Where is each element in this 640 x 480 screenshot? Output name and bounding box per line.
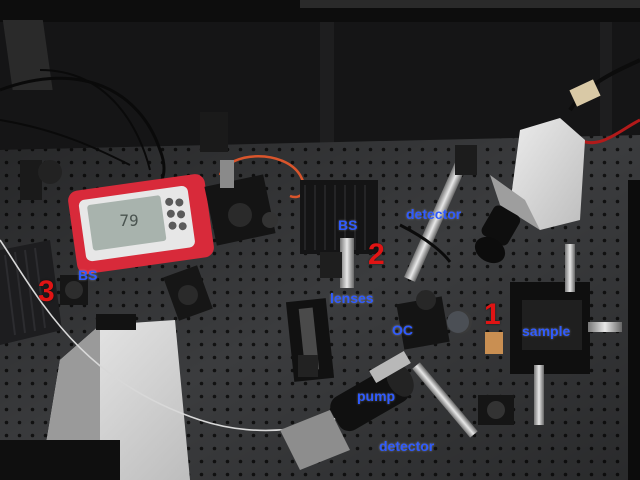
detector-bottom	[412, 362, 514, 438]
sample-stage	[485, 244, 622, 425]
detector-top	[399, 145, 477, 282]
bs-left-mount	[60, 275, 88, 305]
power-meter-display: 79	[119, 211, 139, 230]
label-number-3: 3	[38, 275, 55, 308]
label-lenses: lenses	[330, 290, 374, 306]
label-pump: pump	[357, 388, 396, 404]
label-sample: sample	[522, 323, 571, 339]
camera-module	[474, 118, 585, 264]
label-bs-left: BS	[78, 267, 98, 283]
power-meter	[68, 174, 214, 274]
heat-sink-left	[0, 240, 62, 345]
heat-sink-middle	[300, 180, 378, 254]
mirror-mount-center-left	[163, 265, 213, 321]
bs-middle-mount	[320, 238, 354, 288]
label-detector-bottom: detector	[379, 438, 435, 454]
curtain-left	[2, 20, 53, 90]
label-bs-middle: BS	[338, 217, 358, 233]
cable-tape	[569, 79, 601, 107]
label-number-2: 2	[368, 238, 385, 271]
label-oc: OC	[392, 322, 413, 338]
pump-laser	[330, 350, 414, 432]
base-plate-bottom	[280, 410, 350, 470]
mirror-mount-top	[200, 112, 228, 152]
mount-post-left	[20, 160, 42, 200]
fiber-coupler-stage	[204, 160, 278, 246]
label-number-1: 1	[484, 298, 501, 331]
fiber-orange	[218, 155, 306, 199]
mirror-round	[447, 311, 469, 333]
cable-red	[579, 118, 640, 145]
label-detector-top: detector	[406, 206, 462, 222]
lens-rail	[285, 298, 335, 382]
